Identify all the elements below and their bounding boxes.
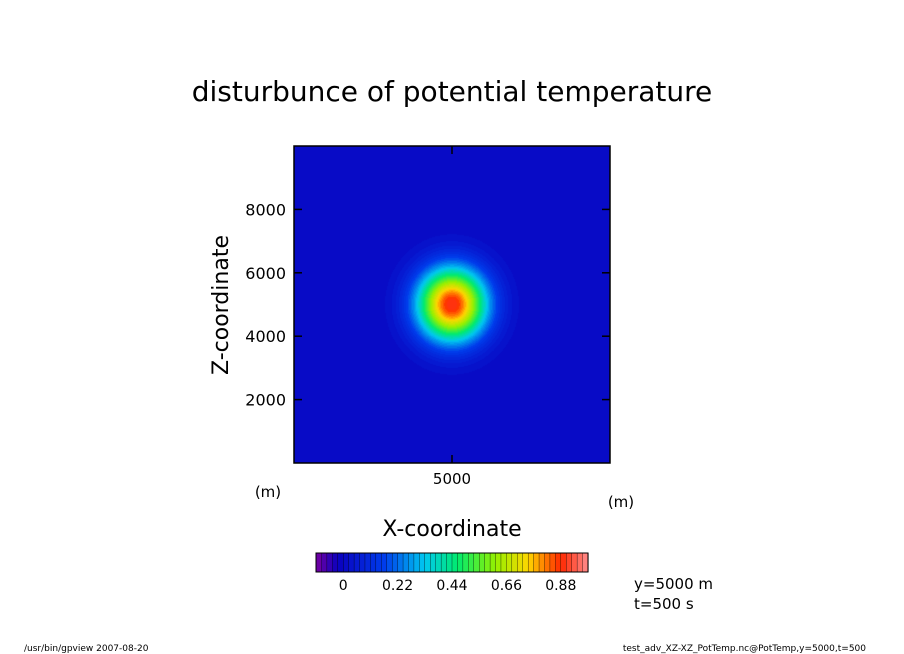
footer-left: /usr/bin/gpview 2007-08-20 <box>24 644 149 654</box>
colorbar-swatch <box>359 552 366 573</box>
colorbar-swatch <box>495 552 502 573</box>
annotation-position: y=5000 m <box>634 575 713 593</box>
x-axis-label: X-coordinate <box>382 517 521 542</box>
heatmap-field <box>294 146 610 463</box>
colorbar-swatch <box>533 552 540 573</box>
colorbar-swatch <box>566 552 573 573</box>
colorbar-swatch <box>538 552 546 573</box>
colorbar-swatch <box>326 552 333 573</box>
colorbar-swatch <box>343 552 350 573</box>
colorbar-swatch <box>555 552 562 573</box>
colorbar-swatch <box>549 552 556 573</box>
y-tick-label: 8000 <box>245 200 286 219</box>
y-axis-label: Z-coordinate <box>209 235 234 375</box>
colorbar-ticks: 0 0.22 0.44 0.66 0.88 <box>339 578 577 594</box>
colorbar-frame <box>315 552 589 573</box>
colorbar-tick-label: 0.66 <box>491 578 522 594</box>
colorbar-swatch <box>413 552 420 573</box>
colorbar-swatch <box>348 552 355 573</box>
chart-title: disturbunce of potential temperature <box>192 75 713 108</box>
colorbar-swatch <box>364 552 371 573</box>
colorbar-swatch <box>527 552 535 573</box>
colorbar-swatch <box>484 552 491 573</box>
colorbar-swatch <box>479 552 486 573</box>
colorbar-swatch <box>386 552 393 573</box>
colorbar-tick-label: 0.44 <box>436 578 467 594</box>
footer-right: test_adv_XZ-XZ_PotTemp.nc@PotTemp,y=5000… <box>623 644 866 654</box>
y-axis-ticks: 2000 4000 6000 8000 <box>245 200 610 410</box>
colorbar-swatch <box>451 552 459 573</box>
colorbar-swatch <box>489 552 497 573</box>
x-axis-unit: (m) <box>608 493 634 511</box>
colorbar-swatch <box>419 552 426 573</box>
colorbar-swatch <box>457 552 464 573</box>
colorbar-swatch <box>576 552 584 573</box>
colorbar-swatch <box>337 552 344 573</box>
colorbar-tick-label: 0 <box>339 578 348 594</box>
annotation-time: t=500 s <box>634 595 694 613</box>
colorbar-swatch <box>522 552 529 573</box>
colorbar-swatch <box>391 552 399 573</box>
colorbar-tick-label: 0.22 <box>382 578 413 594</box>
colorbar-swatch <box>571 552 578 573</box>
colorbar-swatch <box>332 552 339 573</box>
y-tick-label: 2000 <box>245 391 286 410</box>
colorbar-swatch <box>506 552 513 573</box>
colorbar: 0 0.22 0.44 0.66 0.88 <box>315 552 589 594</box>
colorbar-swatch <box>402 552 410 573</box>
colorbar-swatch <box>440 552 448 573</box>
colorbar-swatch <box>446 552 453 573</box>
x-tick-label: 5000 <box>433 470 471 488</box>
y-tick-label: 6000 <box>245 264 286 283</box>
colorbar-swatch <box>435 552 442 573</box>
colorbar-swatch <box>473 552 480 573</box>
colorbar-swatch <box>370 552 377 573</box>
y-axis-unit: (m) <box>255 483 281 501</box>
colorbar-swatch <box>500 552 507 573</box>
colorbar-swatch <box>430 552 437 573</box>
colorbar-swatch <box>321 552 328 573</box>
colorbar-swatch <box>511 552 518 573</box>
x-axis-ticks: 5000 <box>433 146 471 488</box>
colorbar-swatch <box>462 552 469 573</box>
colorbar-swatch <box>408 552 415 573</box>
colorbar-tick-label: 0.88 <box>545 578 576 594</box>
colorbar-swatch <box>353 552 361 573</box>
y-tick-label: 4000 <box>245 327 286 346</box>
colorbar-swatch <box>315 552 323 573</box>
colorbar-swatch <box>381 552 388 573</box>
colorbar-swatch <box>517 552 524 573</box>
colorbar-swatches <box>315 552 589 573</box>
colorbar-swatch <box>468 552 475 573</box>
colorbar-swatch <box>375 552 382 573</box>
colorbar-swatch <box>424 552 431 573</box>
plot-area <box>293 145 611 464</box>
colorbar-swatch <box>397 552 404 573</box>
colorbar-swatch <box>544 552 551 573</box>
colorbar-swatch <box>560 552 567 573</box>
